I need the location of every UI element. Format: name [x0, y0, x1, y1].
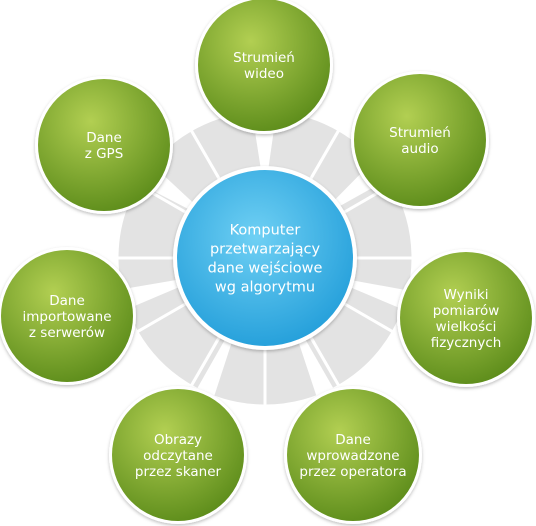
node-label-line: Obrazy — [154, 432, 202, 448]
connector-scanner — [193, 333, 234, 403]
connector-server — [123, 278, 186, 309]
node-circle — [1, 250, 133, 382]
connector-physical — [344, 279, 410, 310]
node-label-line: wprowadzone — [306, 448, 399, 464]
node-label-line: Strumień — [233, 50, 295, 66]
node-label-line: importowane — [22, 309, 111, 325]
hub-label-line: przetwarzający — [210, 242, 320, 258]
node-circle — [112, 389, 244, 521]
node-label-line: odczytane — [143, 448, 213, 464]
node-label-line: audio — [401, 141, 438, 157]
node-label-line: Dane — [86, 130, 122, 146]
connector-video — [254, 126, 275, 174]
node-label-line: fizycznych — [431, 335, 502, 351]
node-circle — [287, 389, 419, 521]
hub-circle — [177, 170, 353, 346]
node-label-line: z GPS — [85, 146, 124, 162]
node-label-line: przez skaner — [135, 464, 222, 480]
central-hub: Komputer przetwarzający dane wejściowe wg a… — [173, 166, 357, 350]
hub-label-line: wg algorytmu — [215, 280, 315, 296]
connector-operator — [296, 333, 337, 403]
node-label-line: Dane — [49, 293, 85, 309]
node-circle — [354, 74, 486, 206]
node-label-line: Strumień — [389, 125, 451, 141]
hub-label-line: Komputer — [230, 223, 301, 239]
node-circle — [400, 252, 532, 384]
node-label-line: Dane — [335, 432, 371, 448]
hub-label-line: dane wejściowe — [208, 261, 323, 277]
node-circle — [198, 0, 330, 131]
node-label-line: z serwerów — [29, 325, 105, 341]
node-label-line: wielkości — [436, 319, 497, 335]
node-label-line: wideo — [244, 66, 284, 82]
node-circle — [38, 79, 170, 211]
node-label-line: Wyniki — [444, 287, 489, 303]
node-label-line: przez operatora — [299, 464, 406, 480]
node-label-line: pomiarów — [433, 303, 500, 319]
